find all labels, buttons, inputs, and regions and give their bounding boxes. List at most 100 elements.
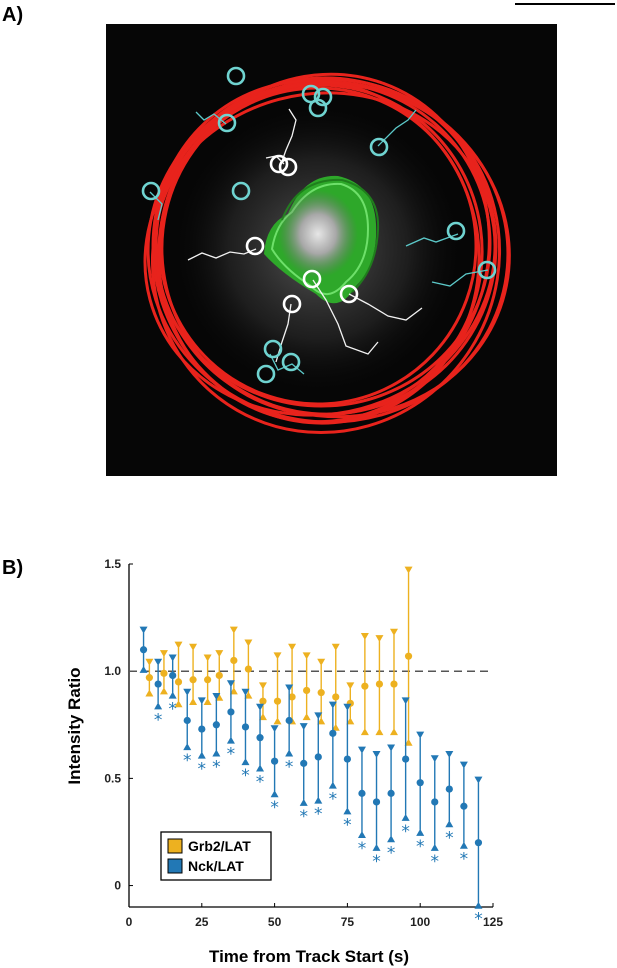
significance-marker: * [416,837,425,857]
significance-marker: * [168,700,177,720]
error-cap-low [189,698,198,706]
significance-marker: * [241,766,250,786]
error-cap-low [430,843,439,851]
data-point [259,697,267,705]
error-cap-high [168,654,177,662]
scale-bar [515,3,615,5]
data-point [204,676,212,684]
data-point [215,671,223,680]
error-cap-low [273,717,282,725]
data-point [288,693,296,701]
data-point [404,652,413,660]
data-point [169,671,177,680]
error-cap-high [299,723,308,731]
significance-marker: * [314,805,323,825]
error-cap-low [168,691,177,699]
panel-b-label: B) [2,557,24,579]
significance-marker: * [387,843,396,863]
data-point [358,789,366,797]
data-point [145,674,153,682]
error-cap-low [139,665,148,673]
error-cap-low [241,758,250,766]
error-cap-high [357,746,366,754]
error-cap-high [317,658,326,666]
data-point [402,755,410,763]
error-cap-high [328,701,337,709]
error-cap-high [244,639,253,647]
error-cap-low [317,717,326,725]
significance-marker: * [299,807,308,827]
cyan-circles [141,66,497,384]
synapse-core [278,190,358,278]
x-tick-label: 25 [195,915,209,929]
data-point [212,721,220,729]
white-tracks [187,108,423,363]
error-cap-low [285,749,294,757]
error-cap-low [346,717,355,725]
error-cap-high [346,682,355,690]
error-cap-high [360,633,369,641]
error-cap-high [159,650,168,658]
data-point [431,798,439,806]
error-cap-low [474,901,483,909]
error-cap-low [401,813,410,821]
x-tick-label: 125 [483,915,503,929]
error-cap-low [404,738,413,746]
legend-label-grb2: Grb2/LAT [188,838,251,854]
significance-marker: * [227,745,236,765]
legend-swatch-grb2 [167,838,183,854]
error-cap-low [445,820,454,828]
error-cap-low [203,698,212,706]
data-point [474,839,483,847]
error-cap-low [299,798,308,806]
x-axis-label: Time from Track Start (s) [209,947,409,966]
white-circles [245,154,359,314]
error-cap-high [229,626,238,634]
error-cap-low [212,749,221,757]
data-point [460,802,468,810]
error-cap-low [244,691,253,699]
data-point [387,789,395,797]
data-point [139,646,148,654]
data-point [273,697,282,705]
chart-axes: 0 25 50 75 100 125 0 0.5 1.0 1.5 [104,557,503,929]
error-cap-high [387,744,396,752]
cyan-tracks [149,109,489,375]
y-axis-label: Intensity Ratio [65,667,84,784]
error-cap-high [285,684,294,692]
chart-series: *** * *** **** ***** ******* [139,566,483,930]
error-cap-high [183,688,192,696]
significance-marker: * [401,822,410,842]
significance-marker: * [474,910,483,930]
error-cap-low [270,790,279,798]
error-cap-low [375,728,384,736]
data-point [329,729,337,737]
error-cap-high [288,643,297,651]
error-cap-low [372,843,381,851]
significance-marker: * [154,710,163,730]
data-point [317,689,325,697]
significance-marker: * [431,852,440,872]
data-point [285,716,293,725]
x-tick-label: 50 [268,915,282,929]
significance-marker: * [358,839,367,859]
significance-marker: * [212,758,221,778]
y-tick-label: 0.5 [104,771,121,785]
significance-marker: * [460,850,469,870]
significance-marker: * [198,760,207,780]
error-cap-high [197,697,206,705]
data-point [314,753,322,761]
data-point [445,785,453,793]
data-point [189,676,197,684]
error-cap-low [145,689,154,697]
error-cap-low [357,830,366,838]
data-point [303,686,311,695]
data-point [174,678,183,686]
x-tick-label: 75 [341,915,355,929]
microscopy-image [106,24,557,476]
significance-marker: * [343,815,352,835]
error-cap-high [416,731,425,739]
error-cap-low [226,736,235,744]
error-cap-high [154,658,163,666]
error-cap-high [270,725,279,733]
